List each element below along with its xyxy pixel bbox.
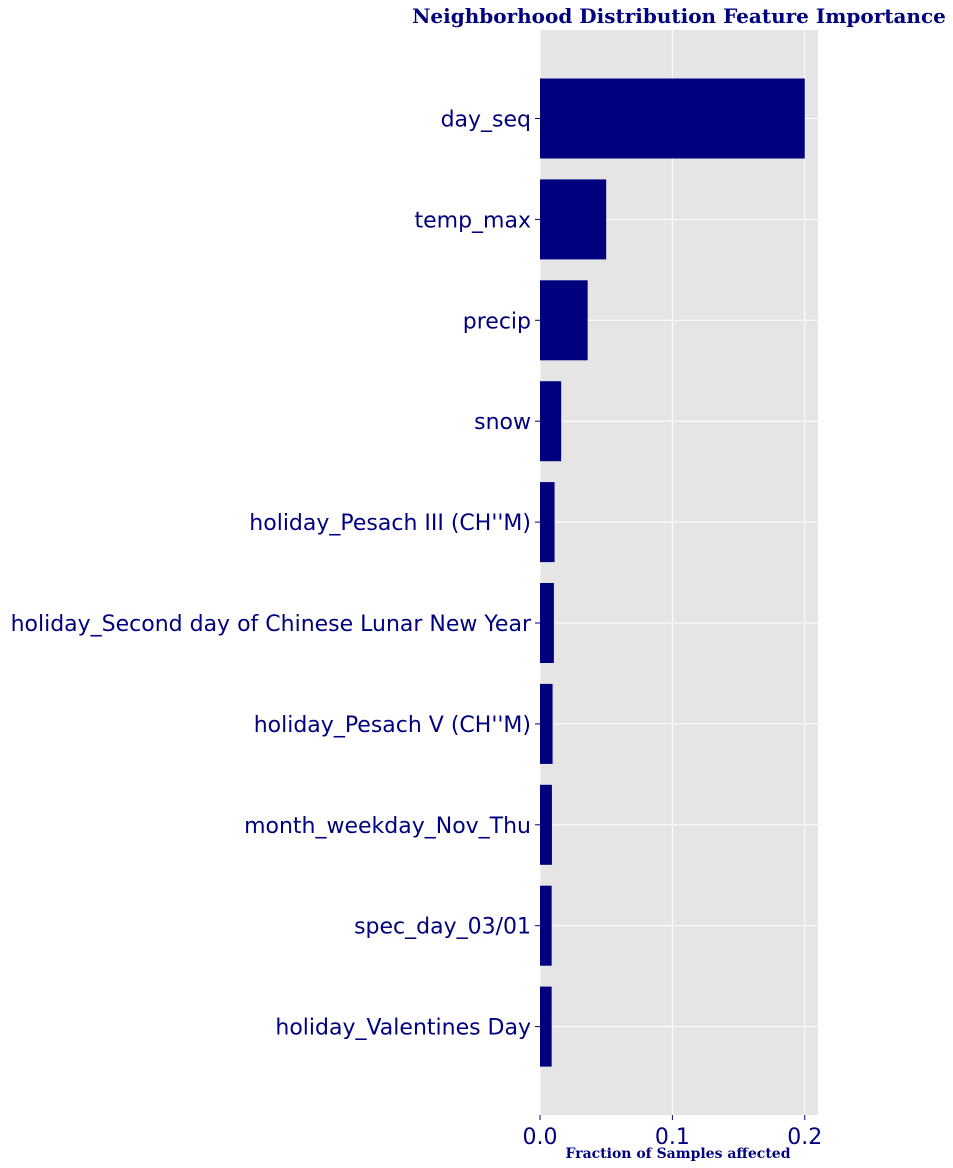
x-tick-label: 0.0 <box>523 1125 558 1150</box>
category-label: holiday_Pesach V (CH''M) <box>254 713 531 738</box>
chart-title: Neighborhood Distribution Feature Import… <box>412 4 946 28</box>
category-label: temp_max <box>415 208 532 233</box>
x-tick-label: 0.2 <box>787 1125 822 1150</box>
bar <box>540 280 588 361</box>
category-label: holiday_Pesach III (CH''M) <box>249 511 531 536</box>
bar <box>540 179 607 260</box>
bar <box>540 683 553 764</box>
bar <box>540 986 552 1067</box>
category-label: snow <box>474 410 531 435</box>
category-label: precip <box>463 309 531 334</box>
category-label: month_weekday_Nov_Thu <box>244 814 531 839</box>
bars <box>540 78 805 1067</box>
x-ticks: 0.0 0.1 0.2 <box>523 1115 822 1150</box>
category-label: day_seq <box>441 108 531 133</box>
category-label: spec_day_03/01 <box>354 915 531 940</box>
bar <box>540 784 552 865</box>
bar <box>540 885 552 966</box>
x-tick-label: 0.1 <box>655 1125 690 1150</box>
bar <box>540 583 554 663</box>
category-label: holiday_Second day of Chinese Lunar New … <box>11 612 532 637</box>
bar <box>540 381 562 462</box>
bar <box>540 78 805 159</box>
bar <box>540 482 555 563</box>
category-label: holiday_Valentines Day <box>275 1016 531 1041</box>
x-axis-label: Fraction of Samples affected <box>566 1146 791 1162</box>
